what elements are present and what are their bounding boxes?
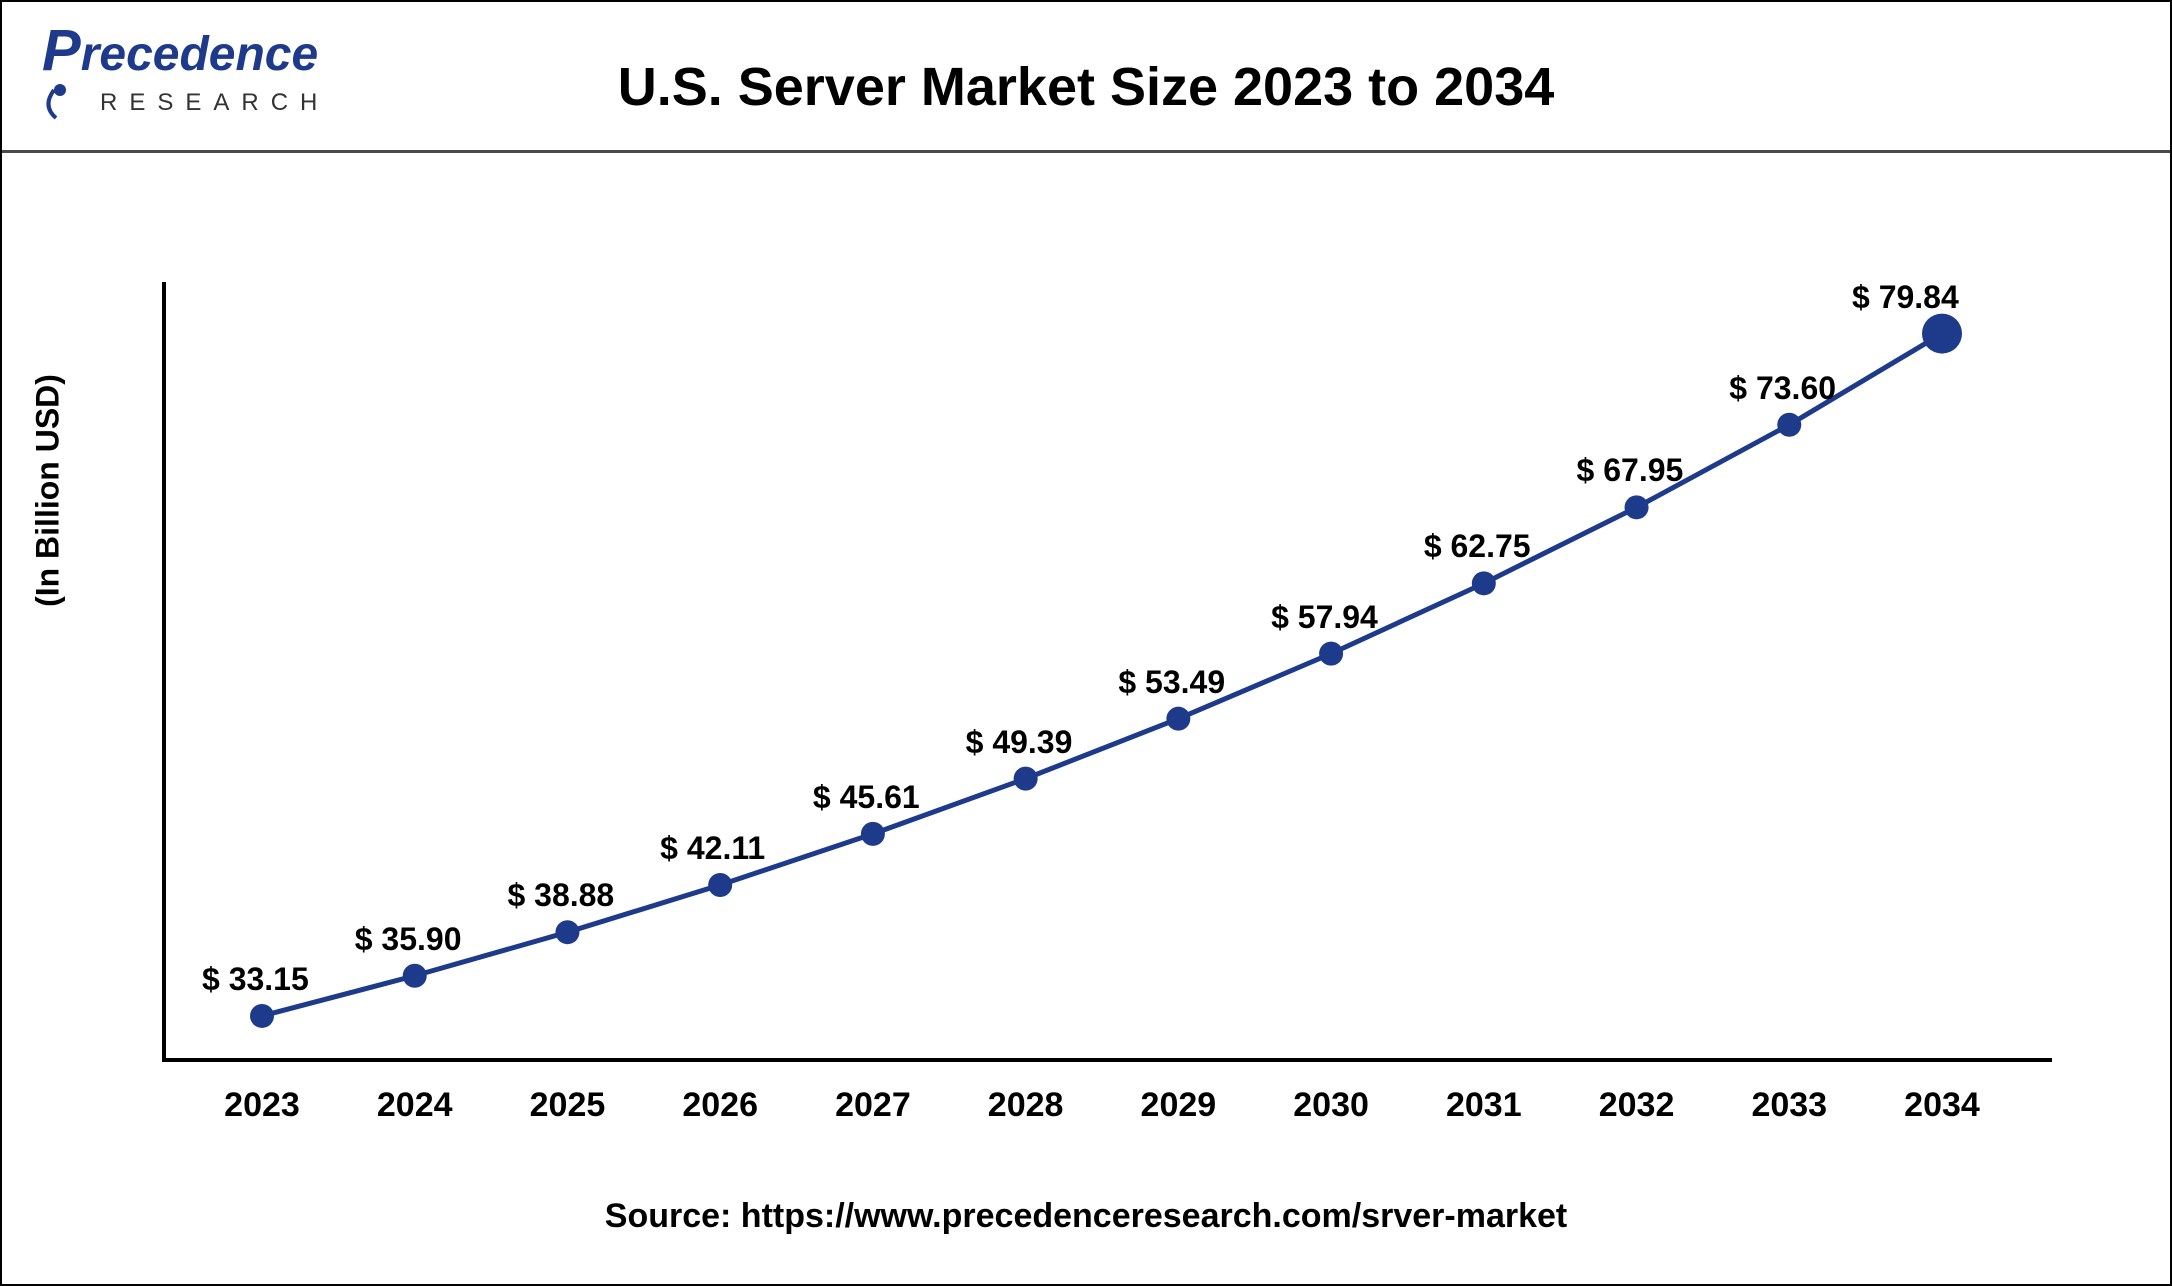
data-label: $ 35.90 [355, 921, 462, 958]
x-tick-label: 2033 [1751, 1086, 1827, 1125]
source-text: Source: https://www.precedenceresearch.c… [2, 1197, 2170, 1236]
x-tick-label: 2023 [224, 1086, 300, 1125]
chart-marker [1922, 314, 1962, 354]
data-label: $ 38.88 [507, 877, 614, 914]
data-label: $ 62.75 [1424, 528, 1531, 565]
x-tick-label: 2024 [377, 1086, 453, 1125]
x-tick-label: 2031 [1446, 1086, 1522, 1125]
x-tick-label: 2030 [1293, 1086, 1369, 1125]
chart-marker [1014, 767, 1038, 791]
x-tick-label: 2027 [835, 1086, 911, 1125]
chart-marker [1472, 571, 1496, 595]
chart-marker [1319, 642, 1343, 666]
chart-title: U.S. Server Market Size 2023 to 2034 [2, 56, 2170, 118]
x-tick-label: 2034 [1904, 1086, 1980, 1125]
data-label: $ 57.94 [1271, 599, 1378, 636]
chart-marker [1166, 707, 1190, 731]
data-label: $ 53.49 [1118, 664, 1225, 701]
x-tick-label: 2026 [682, 1086, 758, 1125]
data-label: $ 42.11 [660, 830, 765, 867]
chart-marker [403, 964, 427, 988]
data-label: $ 45.61 [813, 779, 920, 816]
x-tick-label: 2025 [530, 1086, 606, 1125]
chart-marker [861, 822, 885, 846]
chart-marker [555, 920, 579, 944]
chart-marker [708, 873, 732, 897]
y-axis-label: (In Billion USD) [30, 374, 67, 607]
chart-container: Precedence RESEARCH U.S. Server Market S… [0, 0, 2172, 1286]
data-label: $ 33.15 [202, 961, 309, 998]
data-label: $ 73.60 [1729, 370, 1836, 407]
data-label: $ 49.39 [966, 724, 1073, 761]
x-tick-label: 2028 [988, 1086, 1064, 1125]
chart-marker [250, 1004, 274, 1028]
chart-marker [1777, 413, 1801, 437]
data-label: $ 67.95 [1577, 452, 1684, 489]
data-label: $ 79.84 [1852, 279, 1959, 316]
chart-marker [1625, 495, 1649, 519]
x-tick-label: 2029 [1141, 1086, 1217, 1125]
chart-header: Precedence RESEARCH U.S. Server Market S… [2, 2, 2170, 153]
x-tick-label: 2032 [1599, 1086, 1675, 1125]
